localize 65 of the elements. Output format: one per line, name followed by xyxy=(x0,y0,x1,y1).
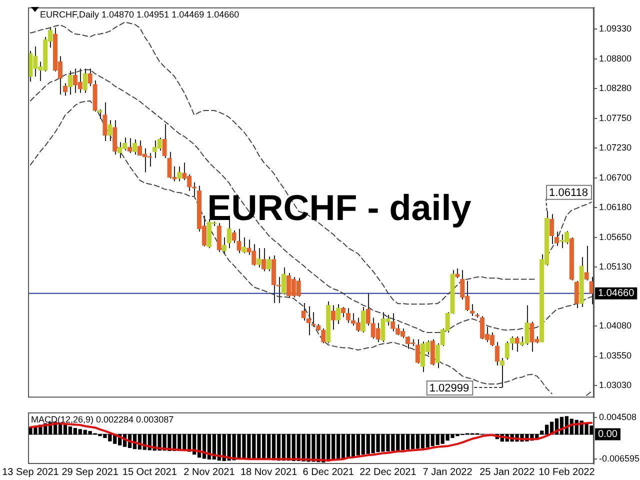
candlestick xyxy=(68,70,73,96)
candlestick xyxy=(321,328,326,344)
candlestick xyxy=(132,138,138,156)
candlestick xyxy=(455,268,460,279)
annotation: 1.02999 xyxy=(429,382,470,394)
annotation: 1.06118 xyxy=(549,186,588,199)
candlestick xyxy=(470,304,475,317)
candlestick xyxy=(390,312,396,332)
candlestick xyxy=(102,102,108,142)
candlestick xyxy=(242,236,246,254)
candlestick xyxy=(177,166,182,182)
y-tick-label: 0.004508 xyxy=(599,412,637,422)
candlestick xyxy=(494,342,500,366)
x-tick-label: 2 Nov 2021 xyxy=(184,466,236,478)
y-tick-label: 1.05130 xyxy=(599,261,632,272)
x-tick-label: 13 Sep 2021 xyxy=(2,466,60,478)
y-tick-label: -0.006595 xyxy=(599,453,640,464)
candlestick xyxy=(346,308,351,324)
ref-line-label: 1.04660 xyxy=(598,288,635,300)
y-tick-label: 1.03550 xyxy=(599,350,632,361)
y-tick-label: 1.07230 xyxy=(599,142,632,152)
x-tick-label: 7 Jan 2022 xyxy=(422,466,473,478)
candlestick xyxy=(108,120,112,142)
y-tick-label: 1.06180 xyxy=(599,202,632,212)
candlestick xyxy=(574,280,579,309)
x-tick-label: 6 Dec 2021 xyxy=(302,466,354,478)
candlestick xyxy=(350,312,356,326)
candlestick xyxy=(162,124,167,159)
candlestick xyxy=(262,248,266,272)
x-tick-label: 25 Jan 2022 xyxy=(480,466,536,478)
chart-title: MACD(12,26,9) 0.002284 0.003087 xyxy=(31,414,174,424)
y-tick-label: 1.09330 xyxy=(599,23,632,34)
y-tick-label: 1.03030 xyxy=(599,380,632,390)
candlestick xyxy=(584,245,589,281)
x-tick-label: 29 Sep 2021 xyxy=(62,466,119,478)
candlestick xyxy=(266,256,272,272)
candlestick xyxy=(415,338,420,364)
candlestick xyxy=(82,68,88,94)
x-tick-label: 15 Oct 2021 xyxy=(122,466,178,478)
ref-line-label: 0.00 xyxy=(598,429,618,440)
chart-subtitle: EURCHF,Daily 1.04870 1.04951 1.04469 1.04660 xyxy=(40,9,240,20)
y-tick-label: 1.07750 xyxy=(599,112,632,123)
x-tick-label: 18 Nov 2021 xyxy=(240,466,298,478)
candlestick xyxy=(236,228,242,254)
candlestick xyxy=(232,230,236,244)
candlestick xyxy=(336,304,341,324)
candlestick xyxy=(112,120,118,156)
y-tick-label: 1.08800 xyxy=(599,53,632,64)
candlestick xyxy=(514,336,520,352)
candlestick xyxy=(222,236,226,254)
y-tick-label: 1.08280 xyxy=(599,82,632,93)
candlestick xyxy=(216,222,222,253)
y-tick-label: 1.04080 xyxy=(599,320,632,331)
candlestick xyxy=(430,338,435,366)
y-tick-label: 1.06700 xyxy=(599,172,632,182)
y-tick-label: 1.05650 xyxy=(599,232,632,242)
x-tick-label: 22 Dec 2021 xyxy=(360,466,417,478)
x-tick-label: 10 Feb 2022 xyxy=(538,466,596,478)
candlestick xyxy=(360,306,366,333)
candlestick xyxy=(589,276,594,305)
candlestick xyxy=(88,68,92,87)
candlestick xyxy=(256,248,262,268)
candlestick xyxy=(331,304,336,330)
candlestick xyxy=(192,182,197,196)
candlestick xyxy=(366,292,370,326)
